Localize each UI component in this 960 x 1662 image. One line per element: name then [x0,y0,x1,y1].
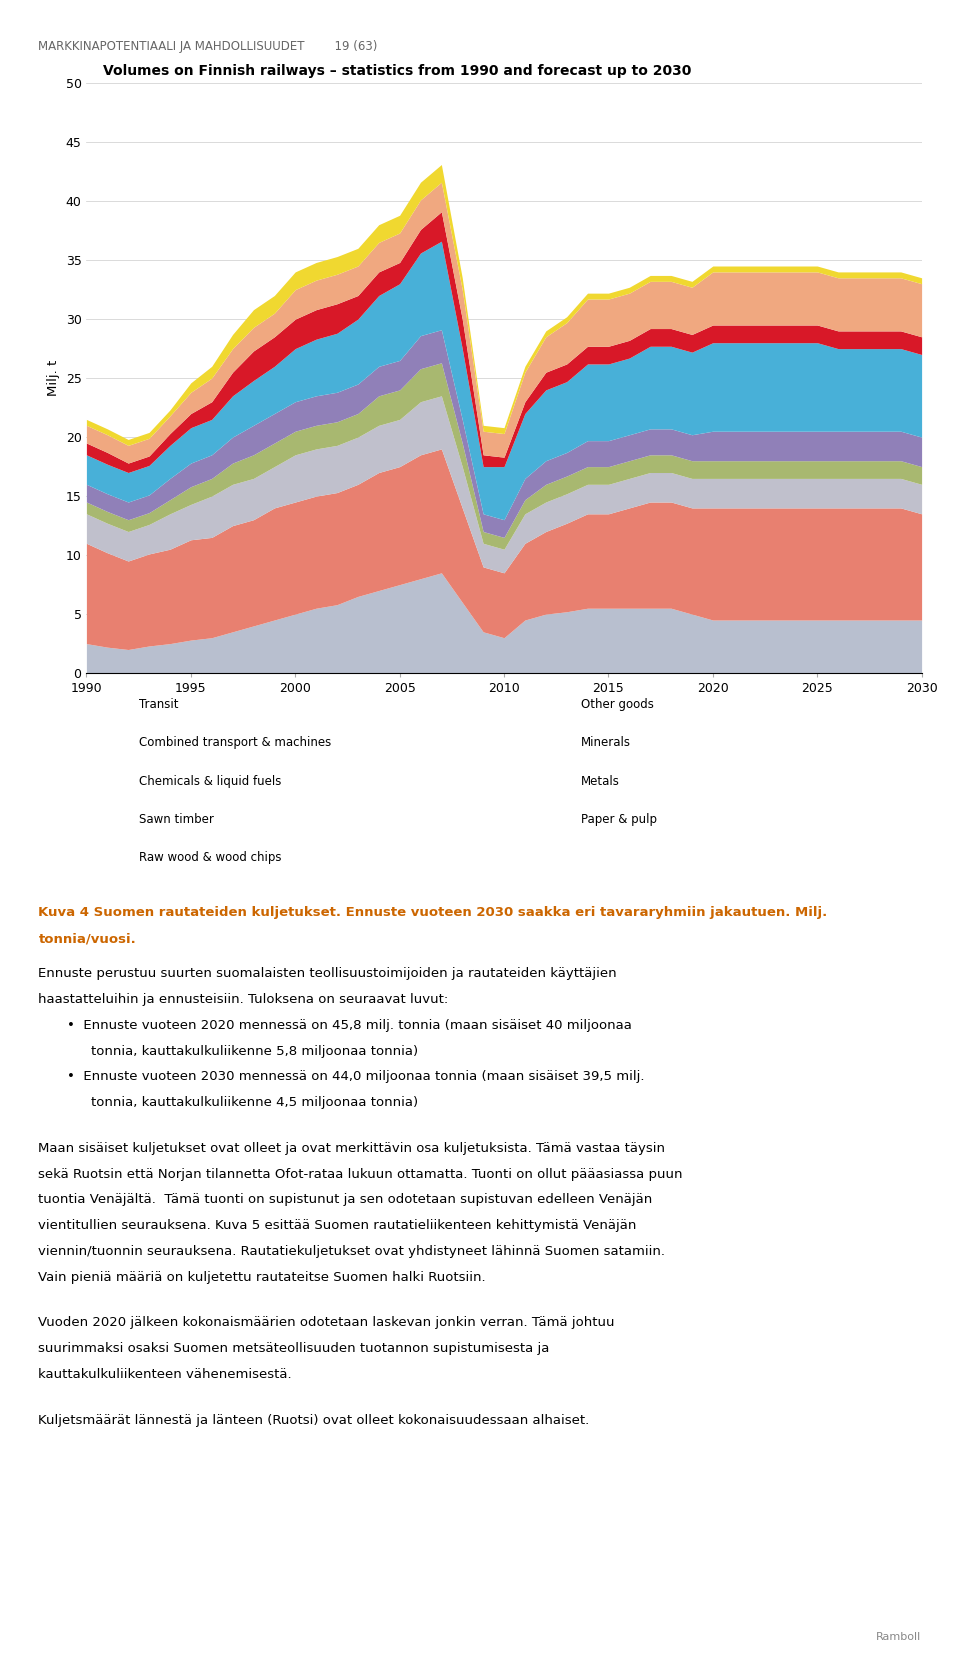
Text: viennin/tuonnin seurauksena. Rautatiekuljetukset ovat yhdistyneet lähinnä Suomen: viennin/tuonnin seurauksena. Rautatiekul… [38,1245,665,1258]
Text: Minerals: Minerals [581,736,631,750]
Text: Vain pieniä määriä on kuljetettu rautateitse Suomen halki Ruotsiin.: Vain pieniä määriä on kuljetettu rautate… [38,1271,486,1283]
Text: Ramboll: Ramboll [876,1632,922,1642]
Text: Metals: Metals [581,774,619,788]
Text: Combined transport & machines: Combined transport & machines [139,736,331,750]
Text: Vuoden 2020 jälkeen kokonaismäärien odotetaan laskevan jonkin verran. Tämä johtu: Vuoden 2020 jälkeen kokonaismäärien odot… [38,1316,615,1330]
Text: tonnia, kauttakulkuliikenne 4,5 miljoonaa tonnia): tonnia, kauttakulkuliikenne 4,5 miljoona… [91,1097,419,1109]
Text: •  Ennuste vuoteen 2020 mennessä on 45,8 milj. tonnia (maan sisäiset 40 miljoona: • Ennuste vuoteen 2020 mennessä on 45,8 … [67,1019,632,1032]
Text: tonnia, kauttakulkuliikenne 5,8 miljoonaa tonnia): tonnia, kauttakulkuliikenne 5,8 miljoona… [91,1045,419,1057]
Text: tonnia/vuosi.: tonnia/vuosi. [38,932,136,946]
Text: MARKKINAPOTENTIAALI JA MAHDOLLISUUDET        19 (63): MARKKINAPOTENTIAALI JA MAHDOLLISUUDET 19… [38,40,378,53]
Text: Other goods: Other goods [581,698,654,711]
Text: Kuljetsmäärät lännestä ja länteen (Ruotsi) ovat olleet kokonaisuudessaan alhaise: Kuljetsmäärät lännestä ja länteen (Ruots… [38,1414,589,1426]
Text: suurimmaksi osaksi Suomen metsäteollisuuden tuotannon supistumisesta ja: suurimmaksi osaksi Suomen metsäteollisuu… [38,1343,550,1355]
Text: haastatteluihin ja ennusteisiin. Tuloksena on seuraavat luvut:: haastatteluihin ja ennusteisiin. Tulokse… [38,994,448,1006]
Text: tuontia Venäjältä.  Tämä tuonti on supistunut ja sen odotetaan supistuvan edelle: tuontia Venäjältä. Tämä tuonti on supist… [38,1193,653,1207]
Text: Maan sisäiset kuljetukset ovat olleet ja ovat merkittävin osa kuljetuksista. Täm: Maan sisäiset kuljetukset ovat olleet ja… [38,1142,665,1155]
Text: Chemicals & liquid fuels: Chemicals & liquid fuels [139,774,281,788]
Text: Paper & pulp: Paper & pulp [581,813,657,826]
Text: vientitullien seurauksena. Kuva 5 esittää Suomen rautatieliikenteen kehittymistä: vientitullien seurauksena. Kuva 5 esittä… [38,1220,636,1232]
Text: Kuva 4 Suomen rautateiden kuljetukset. Ennuste vuoteen 2030 saakka eri tavararyh: Kuva 4 Suomen rautateiden kuljetukset. E… [38,906,828,919]
Text: Sawn timber: Sawn timber [139,813,214,826]
Text: Raw wood & wood chips: Raw wood & wood chips [139,851,281,864]
Y-axis label: Milj. t: Milj. t [47,361,60,396]
Text: Volumes on Finnish railways – statistics from 1990 and forecast up to 2030: Volumes on Finnish railways – statistics… [103,63,691,78]
Text: •  Ennuste vuoteen 2030 mennessä on 44,0 miljoonaa tonnia (maan sisäiset 39,5 mi: • Ennuste vuoteen 2030 mennessä on 44,0 … [67,1070,645,1084]
Text: kauttakulkuliikenteen vähenemisestä.: kauttakulkuliikenteen vähenemisestä. [38,1368,292,1381]
Text: Transit: Transit [139,698,179,711]
Text: Ennuste perustuu suurten suomalaisten teollisuustoimijoiden ja rautateiden käytt: Ennuste perustuu suurten suomalaisten te… [38,967,617,981]
Text: sekä Ruotsin että Norjan tilannetta Ofot-rataa lukuun ottamatta. Tuonti on ollut: sekä Ruotsin että Norjan tilannetta Ofot… [38,1168,683,1180]
